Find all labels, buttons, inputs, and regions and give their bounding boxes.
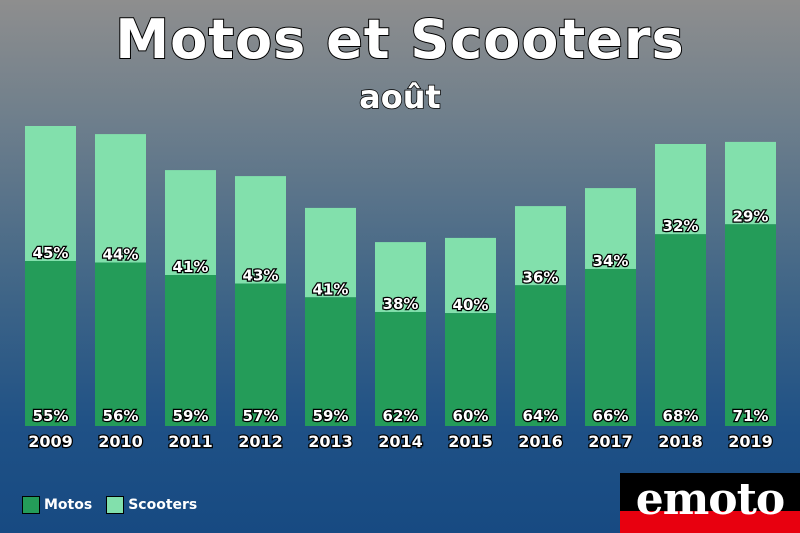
legend-label-motos: Motos (44, 497, 93, 513)
data-label-motos-2016: 64% (523, 407, 559, 425)
legend-label-scooters: Scooters (128, 497, 198, 513)
x-tick-label-2016: 2016 (518, 432, 563, 451)
bar-motos-2017 (585, 268, 636, 426)
bar-motos-2011 (165, 275, 216, 426)
data-label-scooters-2017: 34% (593, 252, 629, 270)
bar-scooters-2018 (655, 144, 706, 235)
bar-motos-2016 (515, 285, 566, 426)
legend: Motos Scooters (22, 496, 211, 514)
bar-scooters-2014 (375, 242, 426, 312)
data-label-motos-2017: 66% (593, 407, 629, 425)
chart-subtitle: août (358, 77, 441, 117)
bar-scooters-2010 (95, 134, 146, 263)
data-label-motos-2013: 59% (313, 407, 349, 425)
bar-scooters-2011 (165, 170, 216, 276)
bar-scooters-2017 (585, 188, 636, 269)
bar-scooters-2016 (515, 206, 566, 286)
data-label-scooters-2012: 43% (243, 267, 279, 285)
bar-motos-2010 (95, 262, 146, 426)
data-label-scooters-2019: 29% (733, 207, 769, 225)
x-tick-label-2014: 2014 (378, 432, 423, 451)
data-label-scooters-2011: 41% (173, 258, 209, 276)
data-label-motos-2009: 55% (33, 407, 69, 425)
bar-motos-2013 (305, 297, 356, 426)
data-label-scooters-2013: 41% (313, 280, 349, 298)
data-label-motos-2014: 62% (383, 407, 419, 425)
data-label-scooters-2016: 36% (523, 268, 559, 286)
data-label-motos-2018: 68% (663, 407, 699, 425)
data-label-motos-2012: 57% (243, 407, 279, 425)
bar-motos-2012 (235, 283, 286, 426)
data-label-motos-2010: 56% (103, 407, 139, 425)
bar-scooters-2012 (235, 176, 286, 284)
legend-swatch-scooters (106, 496, 125, 514)
data-label-scooters-2010: 44% (103, 246, 139, 264)
x-tick-label-2015: 2015 (448, 432, 493, 451)
data-label-motos-2011: 59% (173, 407, 209, 425)
bar-scooters-2013 (305, 207, 356, 298)
data-label-scooters-2014: 38% (383, 295, 419, 313)
x-tick-label-2010: 2010 (98, 432, 143, 451)
bar-motos-2018 (655, 234, 706, 426)
x-tick-label-2011: 2011 (168, 432, 213, 451)
bar-motos-2015 (445, 313, 496, 426)
data-label-motos-2015: 60% (453, 407, 489, 425)
data-label-motos-2019: 71% (733, 407, 769, 425)
bar-motos-2014 (375, 311, 426, 426)
logo-red-band (620, 511, 800, 533)
legend-item-scooters: Scooters (106, 496, 197, 514)
bar-scooters-2009 (25, 126, 76, 261)
logo-text: emoto (635, 474, 786, 525)
legend-item-motos: Motos (22, 496, 92, 514)
bar-scooters-2019 (725, 141, 776, 225)
x-tick-label-2013: 2013 (308, 432, 353, 451)
x-tick-label-2019: 2019 (728, 432, 773, 451)
bar-motos-2019 (725, 224, 776, 426)
bar-motos-2009 (25, 261, 76, 426)
data-label-scooters-2018: 32% (663, 217, 699, 235)
x-tick-label-2017: 2017 (588, 432, 633, 451)
emoto-logo[interactable]: emoto (620, 473, 800, 533)
data-label-scooters-2015: 40% (453, 296, 489, 314)
data-label-scooters-2009: 45% (33, 244, 69, 262)
x-tick-label-2009: 2009 (28, 432, 73, 451)
bar-scooters-2015 (445, 237, 496, 314)
legend-swatch-motos (22, 496, 40, 514)
x-tick-label-2018: 2018 (658, 432, 703, 451)
x-tick-label-2012: 2012 (238, 432, 283, 451)
chart-title: Motos et Scooters (114, 7, 685, 72)
